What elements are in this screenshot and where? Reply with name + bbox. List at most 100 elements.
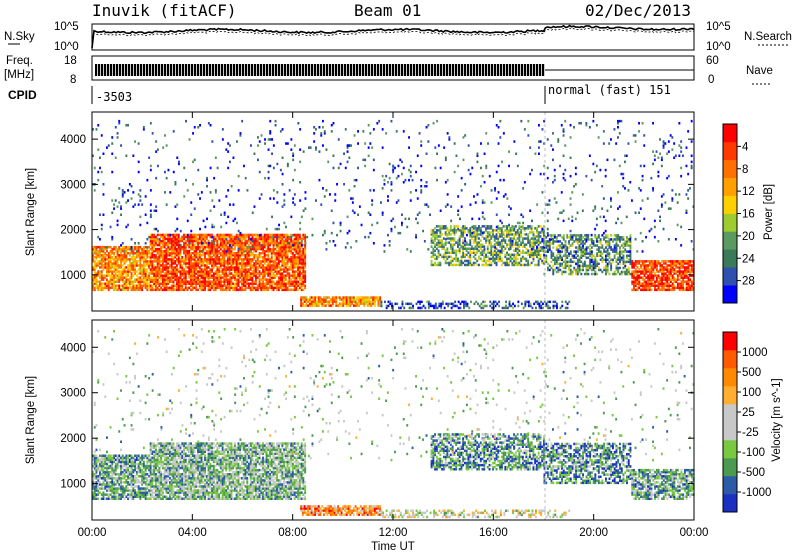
radar-cell xyxy=(165,276,168,279)
nsearch-tick-bottom: 10^0 xyxy=(706,41,731,53)
radar-cell xyxy=(165,247,168,251)
radar-cell xyxy=(263,260,266,263)
radar-cell xyxy=(597,240,600,243)
radar-cell xyxy=(297,254,300,257)
radar-cell xyxy=(300,249,303,253)
radar-cell xyxy=(333,296,336,299)
radar-cell xyxy=(239,270,242,273)
radar-cell xyxy=(195,280,198,283)
radar-cell xyxy=(269,233,271,237)
radar-cell xyxy=(444,251,447,254)
freq-bar xyxy=(374,64,377,76)
radar-cell xyxy=(248,276,250,279)
radar-cell xyxy=(535,306,537,310)
radar-cell xyxy=(345,298,348,301)
radar-cell xyxy=(146,254,149,257)
cpid-row: CPID -3503 normal (fast) 151 xyxy=(8,83,671,104)
radar-cell xyxy=(226,264,229,267)
radar-cell xyxy=(500,241,503,244)
radar-cell xyxy=(493,253,496,257)
freq-bar xyxy=(398,64,401,76)
radar-cell xyxy=(485,261,487,265)
radar-cell xyxy=(170,243,173,247)
radar-cell xyxy=(575,238,577,241)
radar-cell xyxy=(662,272,665,275)
radar-cell xyxy=(675,278,678,281)
radar-cell xyxy=(464,300,467,304)
radar-cell xyxy=(142,282,145,285)
radar-cell xyxy=(195,247,198,251)
radar-cell xyxy=(613,270,616,274)
radar-cell xyxy=(246,264,249,267)
radar-cell xyxy=(561,236,563,239)
radar-cell xyxy=(99,247,101,251)
radar-cell xyxy=(225,276,228,279)
freq-bar xyxy=(146,64,149,76)
radar-cell xyxy=(265,243,268,247)
radar-cell xyxy=(234,272,236,275)
radar-cell xyxy=(277,245,280,249)
radar-cell xyxy=(545,250,548,253)
radar-cell xyxy=(448,251,451,254)
radar-cell xyxy=(165,274,168,277)
radar-cell xyxy=(297,262,300,265)
radar-cell xyxy=(190,278,192,281)
radar-cell xyxy=(497,259,500,263)
radar-cell xyxy=(307,298,310,301)
freq-bar xyxy=(338,64,341,76)
radar-cell xyxy=(493,259,496,263)
radar-cell xyxy=(514,231,517,234)
radar-cell xyxy=(467,255,470,259)
radar-cell xyxy=(97,274,100,277)
radar-cell xyxy=(647,270,649,273)
radar-cell xyxy=(188,239,191,243)
radar-cell xyxy=(142,274,145,277)
radar-cell xyxy=(262,249,264,253)
radar-cell xyxy=(385,306,388,310)
radar-cell xyxy=(624,260,627,264)
radar-cell xyxy=(93,260,96,263)
radar-cell xyxy=(128,280,131,283)
radar-cell xyxy=(183,274,185,277)
radar-cell xyxy=(93,278,96,281)
radar-cell xyxy=(200,274,203,277)
radar-cell xyxy=(509,241,512,244)
radar-cell xyxy=(675,266,678,269)
radar-cell xyxy=(123,288,126,292)
radar-cell xyxy=(251,286,254,290)
radar-cell xyxy=(230,282,233,285)
radar-cell xyxy=(249,241,252,245)
radar-cell xyxy=(102,278,105,281)
radar-cell xyxy=(488,235,491,238)
radar-cell xyxy=(205,260,208,263)
radar-cell xyxy=(186,254,189,257)
radar-cell xyxy=(288,280,291,283)
radar-cell xyxy=(198,274,201,277)
radar-cell xyxy=(127,258,129,261)
radar-cell xyxy=(113,268,115,271)
radar-cell xyxy=(290,237,293,241)
radar-cell xyxy=(106,262,108,265)
radar-cell xyxy=(439,245,442,248)
radar-cell xyxy=(244,272,247,275)
radar-cell xyxy=(599,250,602,253)
radar-cell xyxy=(162,252,164,255)
radar-cell xyxy=(488,251,491,254)
radar-cell xyxy=(479,257,482,261)
radar-cell xyxy=(127,288,129,292)
radar-cell xyxy=(580,264,583,268)
radar-cell xyxy=(188,256,191,259)
radar-cell xyxy=(121,280,124,283)
radar-cell xyxy=(575,250,577,253)
radar-cell xyxy=(291,264,294,267)
radar-cell xyxy=(603,250,606,253)
radar-cell xyxy=(137,282,140,285)
radar-cell xyxy=(511,243,514,246)
radar-cell xyxy=(162,270,164,273)
freq-bar xyxy=(473,64,476,76)
radar-cell xyxy=(223,237,226,241)
radar-cell xyxy=(144,282,147,285)
radar-cell xyxy=(580,236,583,239)
radar-cell xyxy=(636,276,639,279)
radar-cell xyxy=(547,304,550,308)
